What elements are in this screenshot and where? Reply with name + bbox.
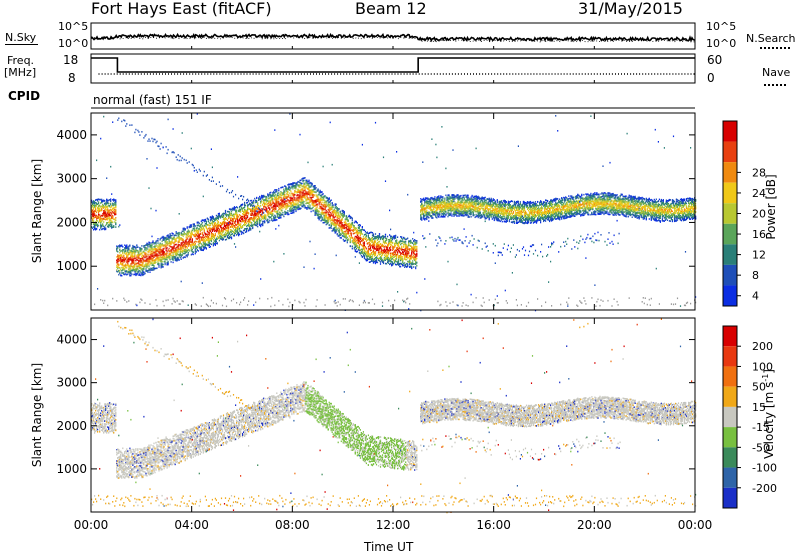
velocity-ylabel: Slant Range [km] (30, 360, 44, 470)
power-cbar-segment (723, 224, 737, 245)
velocity-ytick-label: 3000 (56, 376, 87, 390)
rti-plot: Fort Hays East (fitACF) Beam 12 31/May/2… (0, 0, 800, 554)
power-cbar-segment (723, 142, 737, 163)
power-ytick-label: 2000 (56, 215, 87, 229)
velocity-xtick-label: 16:00 (476, 518, 511, 532)
velocity-cbar-tick-label: 200 (752, 340, 773, 353)
power-cbar-segment (723, 203, 737, 224)
velocity-cbar-label-sup: -1 (761, 374, 770, 382)
power-ytick-label: 3000 (56, 172, 87, 186)
power-cbar-tick-label: 8 (752, 269, 759, 282)
velocity-xtick-label: 00:00 (678, 518, 713, 532)
velocity-cbar-tick-label: -200 (752, 482, 777, 495)
velocity-cbar-segment (723, 326, 737, 346)
x-axis-label: Time UT (364, 541, 413, 553)
power-cbar-tick-label: 4 (752, 290, 759, 303)
velocity-ytick-label: 4000 (56, 333, 87, 347)
power-cbar-segment (723, 285, 737, 306)
velocity-ytick-label: 2000 (56, 419, 87, 433)
power-cbar-segment (723, 162, 737, 183)
power-ytick-label: 1000 (56, 259, 87, 273)
velocity-xtick-label: 12:00 (376, 518, 411, 532)
power-ylabel: Slant Range [km] (30, 156, 44, 266)
velocity-cbar-label-end: ] (762, 369, 776, 374)
velocity-cbar-segment (723, 447, 737, 467)
power-cbar-label: Power [dB] (764, 162, 778, 252)
velocity-cbar-segment (723, 488, 737, 508)
velocity-xtick-label: 08:00 (275, 518, 310, 532)
power-scatter (91, 113, 696, 311)
velocity-xtick-label: 04:00 (174, 518, 209, 532)
power-cbar-segment (723, 183, 737, 204)
velocity-cbar-segment (723, 407, 737, 427)
velocity-xtick-label: 00:00 (74, 518, 109, 532)
power-cbar-segment (723, 244, 737, 265)
power-cbar-segment (723, 121, 737, 142)
velocity-ytick-label: 1000 (56, 462, 87, 476)
velocity-cbar-segment (723, 346, 737, 366)
velocity-cbar-segment (723, 427, 737, 447)
velocity-cbar-label-main: Velocity [m s (762, 382, 776, 459)
velocity-cbar-segment (723, 366, 737, 386)
plot-canvas: 1000 2000 3000 4000 1000 2000 3000 4000 00:00 04:… (0, 0, 800, 554)
velocity-cbar-label: Velocity [m s-1] (761, 354, 775, 474)
velocity-cbar-segment (723, 387, 737, 407)
freq-series (91, 58, 695, 72)
velocity-cbar-segment (723, 468, 737, 488)
velocity-scatter (91, 318, 696, 513)
velocity-xtick-label: 20:00 (577, 518, 612, 532)
power-ytick-label: 4000 (56, 128, 87, 142)
power-cbar-segment (723, 265, 737, 286)
